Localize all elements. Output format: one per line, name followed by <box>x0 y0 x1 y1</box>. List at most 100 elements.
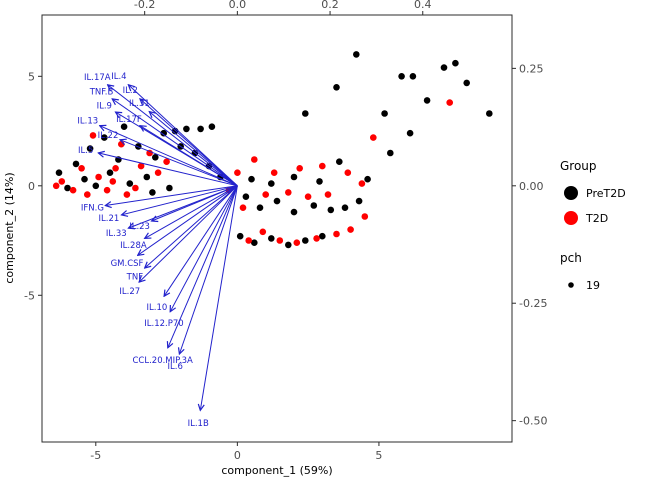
data-point-pret2d <box>248 175 255 183</box>
data-point-t2d <box>89 132 97 139</box>
legend-swatch-t2d <box>564 211 578 225</box>
legend-item-pret2d[interactable]: PreT2D <box>564 186 626 200</box>
loading-label-il.12.p70: IL.12.P70 <box>144 319 183 329</box>
data-point-t2d <box>262 191 270 198</box>
data-point-t2d <box>358 180 366 187</box>
top-tick-label: 0.4 <box>414 0 432 11</box>
data-point-pret2d <box>336 158 343 165</box>
data-point-t2d <box>78 165 85 172</box>
data-point-pret2d <box>364 175 371 183</box>
data-point-t2d <box>333 230 340 238</box>
loading-label-ifn.g: IFN.G <box>81 203 104 213</box>
legend-label-pch-19: 19 <box>586 279 600 292</box>
data-point-t2d <box>370 134 377 141</box>
data-point-pret2d <box>256 204 264 211</box>
legend-label-pret2d: PreT2D <box>586 187 626 200</box>
loading-arrow-il.10 <box>164 185 238 296</box>
data-point-pret2d <box>423 97 431 104</box>
data-point-pret2d <box>81 175 88 183</box>
data-point-pret2d <box>381 110 388 117</box>
x-axis-title: component_1 (59%) <box>221 464 332 477</box>
top-tick-label: -0.2 <box>134 0 155 11</box>
data-point-pret2d <box>101 134 108 141</box>
legend-group-title: Group <box>560 159 597 173</box>
loading-label-il.31: IL.31 <box>129 99 150 109</box>
data-point-t2d <box>259 228 267 236</box>
data-point-t2d <box>58 178 66 185</box>
data-point-pret2d <box>310 202 318 209</box>
data-point-t2d <box>109 178 117 185</box>
x-tick-label: -5 <box>90 449 101 462</box>
data-point-pret2d <box>406 129 414 137</box>
loading-label-ccl.20.mip.3a: CCL.20.MIP.3A <box>132 356 193 366</box>
data-point-pret2d <box>268 180 275 187</box>
data-point-t2d <box>84 191 91 198</box>
plot-panel <box>41 14 513 443</box>
x-tick-label: 5 <box>375 449 382 462</box>
data-point-pret2d <box>92 182 100 190</box>
data-point-pret2d <box>290 208 298 216</box>
data-point-pret2d <box>353 51 360 58</box>
data-point-t2d <box>146 149 153 157</box>
loading-label-il.27: IL.27 <box>119 287 140 297</box>
data-point-pret2d <box>268 235 275 242</box>
data-point-pret2d <box>285 241 292 249</box>
loading-arrow-il.2 <box>140 99 238 187</box>
data-point-pret2d <box>290 173 298 181</box>
loading-arrow-il.33 <box>128 185 238 228</box>
loading-label-tnf: TNF <box>126 273 144 283</box>
loading-arrow-il.22 <box>120 140 238 187</box>
legend-item-t2d[interactable]: T2D <box>564 211 608 225</box>
data-point-pret2d <box>327 206 335 214</box>
loading-arrow-il.13 <box>100 126 238 187</box>
data-point-t2d <box>234 169 241 176</box>
data-point-pret2d <box>166 184 173 192</box>
loading-label-il.1b: IL.1B <box>188 419 209 429</box>
loading-arrow-il.5 <box>98 153 238 187</box>
legend-swatch-pch-19 <box>568 282 574 288</box>
loading-arrow-tnf <box>145 185 238 268</box>
loading-arrow-gm.csf <box>138 185 238 256</box>
data-point-pret2d <box>463 79 471 87</box>
loading-arrow-il.27 <box>139 185 238 282</box>
legend-item-pch-19[interactable]: 19 <box>568 279 600 292</box>
loading-arrow-tnf.b <box>112 99 238 187</box>
loading-arrow-ccl.20.mip.3a <box>168 185 238 348</box>
loading-label-tnf.b: TNF.B <box>89 88 114 98</box>
data-point-pret2d <box>64 184 71 192</box>
data-point-pret2d <box>440 64 448 71</box>
right-tick-label: 0.25 <box>519 62 544 75</box>
data-point-t2d <box>251 156 258 163</box>
right-tick-label: -0.25 <box>519 297 547 310</box>
loading-arrows-layer: IL.17A IL.4 TNF.B IL.2 IL.9 IL.31 IL.13 IL.17F I… <box>77 72 238 429</box>
legend-pch-title: pch <box>560 251 582 265</box>
data-point-t2d <box>296 165 304 172</box>
right-tick-label: -0.50 <box>519 415 547 428</box>
loading-label-il.33: IL.33 <box>106 229 127 239</box>
data-point-pret2d <box>398 73 405 80</box>
data-point-t2d <box>285 189 292 196</box>
data-point-t2d <box>69 186 77 194</box>
y-axis-title: component_2 (14%) <box>3 172 16 283</box>
loading-arrow-il.17f <box>140 126 238 187</box>
loading-label-il.13: IL.13 <box>77 117 98 127</box>
loading-arrow-ifn.g <box>105 185 238 206</box>
data-point-pret2d <box>242 193 250 200</box>
loading-arrow-il.17a <box>108 85 238 187</box>
data-point-pret2d <box>302 110 309 117</box>
loading-arrow-il.21 <box>122 185 238 215</box>
data-point-t2d <box>319 162 326 170</box>
loading-label-il.2: IL.2 <box>123 86 138 96</box>
data-point-t2d <box>132 184 139 192</box>
data-point-pret2d <box>86 145 94 152</box>
loading-label-il.6: IL.6 <box>168 362 183 372</box>
data-point-t2d <box>245 237 252 244</box>
loading-label-gm.csf: GM.CSF <box>111 259 144 269</box>
data-point-pret2d <box>120 123 128 130</box>
data-point-t2d <box>276 237 284 244</box>
data-point-t2d <box>344 169 352 176</box>
data-point-t2d <box>95 173 102 181</box>
data-point-pret2d <box>251 239 258 246</box>
legend-swatch-pret2d <box>564 186 578 200</box>
